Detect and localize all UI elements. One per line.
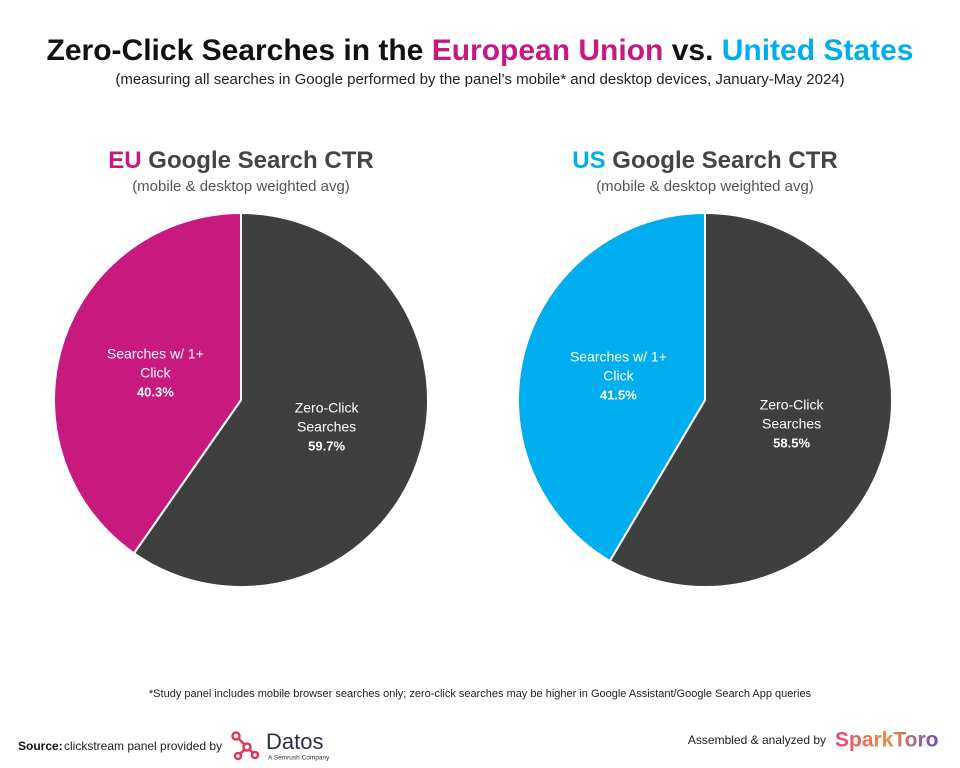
pie-slice	[608, 211, 893, 588]
slice-value-label: 40.3%	[136, 384, 174, 400]
slice-value-label: 41.5%	[599, 387, 637, 403]
chart-title-part: EU	[108, 147, 141, 174]
slice-value-label: 59.7%	[308, 438, 346, 454]
pie-slice	[53, 211, 242, 555]
slice-label: Searches w/ 1+ Click 41.5%	[563, 348, 673, 405]
pie-slice	[132, 211, 429, 588]
slice-category: Zero-Click Searches	[759, 396, 824, 432]
title-part: European Union	[432, 34, 664, 67]
chart-title: EU Google Search CTR	[108, 147, 373, 174]
title-part: United States	[722, 34, 914, 67]
chart-subtitle: (mobile & desktop weighted avg)	[596, 178, 814, 195]
title-part: vs.	[663, 34, 721, 67]
slice-label: Searches w/ 1+ Click 40.3%	[100, 345, 210, 402]
datos-name: Datos	[266, 729, 323, 754]
pie-slice	[517, 211, 706, 563]
slice-value-label: 58.5%	[773, 435, 811, 451]
datos-icon	[231, 731, 260, 761]
title-part: Zero-Click Searches in the	[47, 34, 432, 67]
chart-title-part: Google Search CTR	[606, 147, 838, 174]
chart-title-part: Google Search CTR	[142, 147, 374, 174]
source-text: clickstream panel provided by	[64, 739, 222, 753]
source-label: Source:	[18, 739, 63, 753]
footnote: *Study panel includes mobile browser sea…	[149, 688, 812, 700]
sparktoro-logo: SparkToro	[835, 729, 938, 752]
chart-title: US Google Search CTR	[572, 147, 837, 174]
slice-category: Zero-Click Searches	[294, 399, 359, 435]
slice-label: Zero-Click Searches 58.5%	[737, 395, 847, 452]
credit-text: Assembled & analyzed by	[688, 733, 826, 747]
slice-category: Searches w/ 1+ Click	[106, 345, 204, 381]
chart-subtitle: (mobile & desktop weighted avg)	[132, 178, 350, 195]
slice-label: Zero-Click Searches 59.7%	[272, 398, 382, 455]
chart-title-part: US	[572, 147, 605, 174]
datos-tagline: A Semrush Company	[268, 755, 330, 762]
page-subtitle: (measuring all searches in Google perfor…	[115, 71, 844, 88]
page-title: Zero-Click Searches in the European Unio…	[47, 34, 914, 67]
slice-category: Searches w/ 1+ Click	[569, 348, 667, 384]
